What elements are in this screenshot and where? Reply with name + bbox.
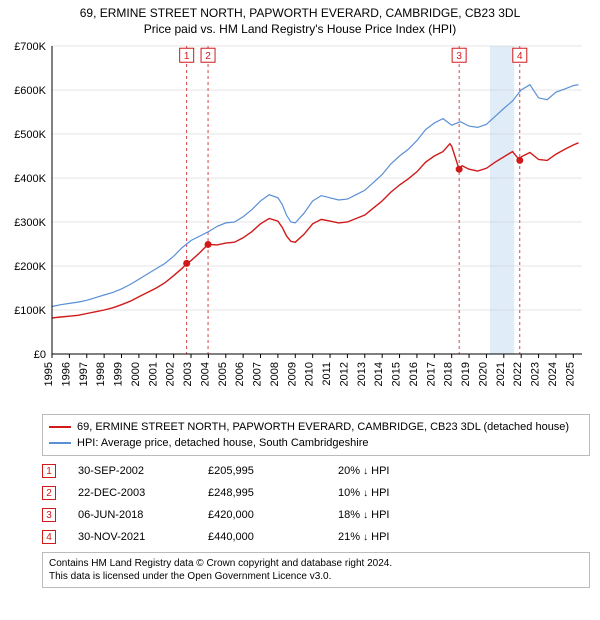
- chart-title-block: 69, ERMINE STREET NORTH, PAPWORTH EVERAR…: [0, 0, 600, 38]
- sale-date-3: 06-JUN-2018: [78, 509, 208, 521]
- svg-text:2: 2: [205, 51, 211, 62]
- sale-diff-pct-2: 10%: [338, 487, 360, 499]
- sale-row-4: 4 30-NOV-2021 £440,000 21% ↓ HPI: [42, 526, 590, 548]
- svg-text:1: 1: [184, 51, 190, 62]
- svg-text:2009: 2009: [286, 362, 298, 386]
- svg-text:1999: 1999: [113, 362, 125, 386]
- svg-text:2018: 2018: [443, 362, 455, 386]
- sale-marker-1-num: 1: [46, 466, 52, 477]
- footer-line-1: Contains HM Land Registry data © Crown c…: [49, 557, 583, 570]
- svg-text:2020: 2020: [477, 362, 489, 386]
- svg-text:2003: 2003: [182, 362, 194, 386]
- svg-text:2015: 2015: [391, 362, 403, 386]
- svg-text:3: 3: [456, 51, 462, 62]
- footer-attribution: Contains HM Land Registry data © Crown c…: [42, 552, 590, 588]
- sales-table: 1 30-SEP-2002 £205,995 20% ↓ HPI 2 22-DE…: [42, 460, 590, 548]
- sale-diff-pct-4: 21%: [338, 531, 360, 543]
- sale-diff-arrow-1: ↓: [363, 466, 368, 477]
- sale-diff-pct-1: 20%: [338, 465, 360, 477]
- svg-text:2021: 2021: [495, 362, 507, 386]
- chart-area: £0 £100K £200K £300K £400K £500K £600K £700K 1 2 3…: [0, 38, 600, 408]
- svg-text:2024: 2024: [547, 362, 559, 386]
- sale-diff-2: 10% ↓ HPI: [338, 487, 458, 499]
- sale-diff-4: 21% ↓ HPI: [338, 531, 458, 543]
- svg-text:1997: 1997: [78, 362, 90, 386]
- sale-diff-vs-4: HPI: [371, 531, 389, 543]
- svg-text:£300K: £300K: [14, 217, 46, 229]
- svg-text:2019: 2019: [460, 362, 472, 386]
- legend-box: 69, ERMINE STREET NORTH, PAPWORTH EVERAR…: [42, 414, 590, 456]
- sale-row-1: 1 30-SEP-2002 £205,995 20% ↓ HPI: [42, 460, 590, 482]
- sale-price-3: £420,000: [208, 509, 338, 521]
- svg-text:1996: 1996: [60, 362, 72, 386]
- svg-text:2010: 2010: [304, 362, 316, 386]
- svg-text:£100K: £100K: [14, 305, 46, 317]
- svg-text:£400K: £400K: [14, 173, 46, 185]
- sale-diff-vs-3: HPI: [371, 509, 389, 521]
- sale-marker-1: 1: [42, 464, 56, 478]
- sale-price-1: £205,995: [208, 465, 338, 477]
- sale-diff-vs-1: HPI: [371, 465, 389, 477]
- svg-text:£200K: £200K: [14, 261, 46, 273]
- legend-swatch-hpi: [49, 442, 71, 444]
- sale-diff-pct-3: 18%: [338, 509, 360, 521]
- sale-date-2: 22-DEC-2003: [78, 487, 208, 499]
- svg-text:2004: 2004: [199, 362, 211, 386]
- svg-text:2011: 2011: [321, 362, 333, 386]
- svg-text:2016: 2016: [408, 362, 420, 386]
- svg-text:2002: 2002: [165, 362, 177, 386]
- footer-line-2: This data is licensed under the Open Gov…: [49, 570, 583, 583]
- sale-marker-3: 3: [42, 508, 56, 522]
- sale-row-2: 2 22-DEC-2003 £248,995 10% ↓ HPI: [42, 482, 590, 504]
- sale-diff-arrow-4: ↓: [363, 532, 368, 543]
- sale-price-4: £440,000: [208, 531, 338, 543]
- svg-text:2022: 2022: [512, 362, 524, 386]
- sale-diff-arrow-2: ↓: [363, 488, 368, 499]
- svg-text:2014: 2014: [373, 362, 385, 386]
- svg-text:1998: 1998: [95, 362, 107, 386]
- svg-text:2007: 2007: [252, 362, 264, 386]
- sale-date-1: 30-SEP-2002: [78, 465, 208, 477]
- sale-date-4: 30-NOV-2021: [78, 531, 208, 543]
- svg-text:2006: 2006: [234, 362, 246, 386]
- legend-label-hpi: HPI: Average price, detached house, Sout…: [77, 437, 368, 449]
- sale-marker-4-num: 4: [46, 532, 52, 543]
- legend-row-property: 69, ERMINE STREET NORTH, PAPWORTH EVERAR…: [49, 419, 583, 435]
- svg-text:2001: 2001: [147, 362, 159, 386]
- price-chart-svg: £0 £100K £200K £300K £400K £500K £600K £700K 1 2 3…: [0, 38, 600, 408]
- svg-text:2013: 2013: [356, 362, 368, 386]
- sale-diff-3: 18% ↓ HPI: [338, 509, 458, 521]
- legend-label-property: 69, ERMINE STREET NORTH, PAPWORTH EVERAR…: [77, 421, 569, 433]
- sale-marker-3-num: 3: [46, 510, 52, 521]
- svg-text:2000: 2000: [130, 362, 142, 386]
- svg-text:2005: 2005: [217, 362, 229, 386]
- sale-diff-vs-2: HPI: [371, 487, 389, 499]
- svg-text:2017: 2017: [425, 362, 437, 386]
- sale-diff-1: 20% ↓ HPI: [338, 465, 458, 477]
- sale-diff-arrow-3: ↓: [363, 510, 368, 521]
- title-line-2: Price paid vs. HM Land Registry's House …: [4, 22, 596, 36]
- legend-row-hpi: HPI: Average price, detached house, Sout…: [49, 435, 583, 451]
- svg-text:1995: 1995: [43, 362, 55, 386]
- sale-marker-4: 4: [42, 530, 56, 544]
- svg-text:2012: 2012: [338, 362, 350, 386]
- svg-text:£600K: £600K: [14, 85, 46, 97]
- svg-text:2008: 2008: [269, 362, 281, 386]
- legend-swatch-property: [49, 426, 71, 428]
- sale-price-2: £248,995: [208, 487, 338, 499]
- svg-text:£0: £0: [34, 349, 46, 361]
- svg-text:4: 4: [517, 51, 523, 62]
- sale-row-3: 3 06-JUN-2018 £420,000 18% ↓ HPI: [42, 504, 590, 526]
- svg-text:2025: 2025: [564, 362, 576, 386]
- sale-marker-2-num: 2: [46, 488, 52, 499]
- svg-text:£700K: £700K: [14, 41, 46, 53]
- svg-text:2023: 2023: [530, 362, 542, 386]
- svg-text:£500K: £500K: [14, 129, 46, 141]
- title-line-1: 69, ERMINE STREET NORTH, PAPWORTH EVERAR…: [4, 6, 596, 20]
- sale-marker-2: 2: [42, 486, 56, 500]
